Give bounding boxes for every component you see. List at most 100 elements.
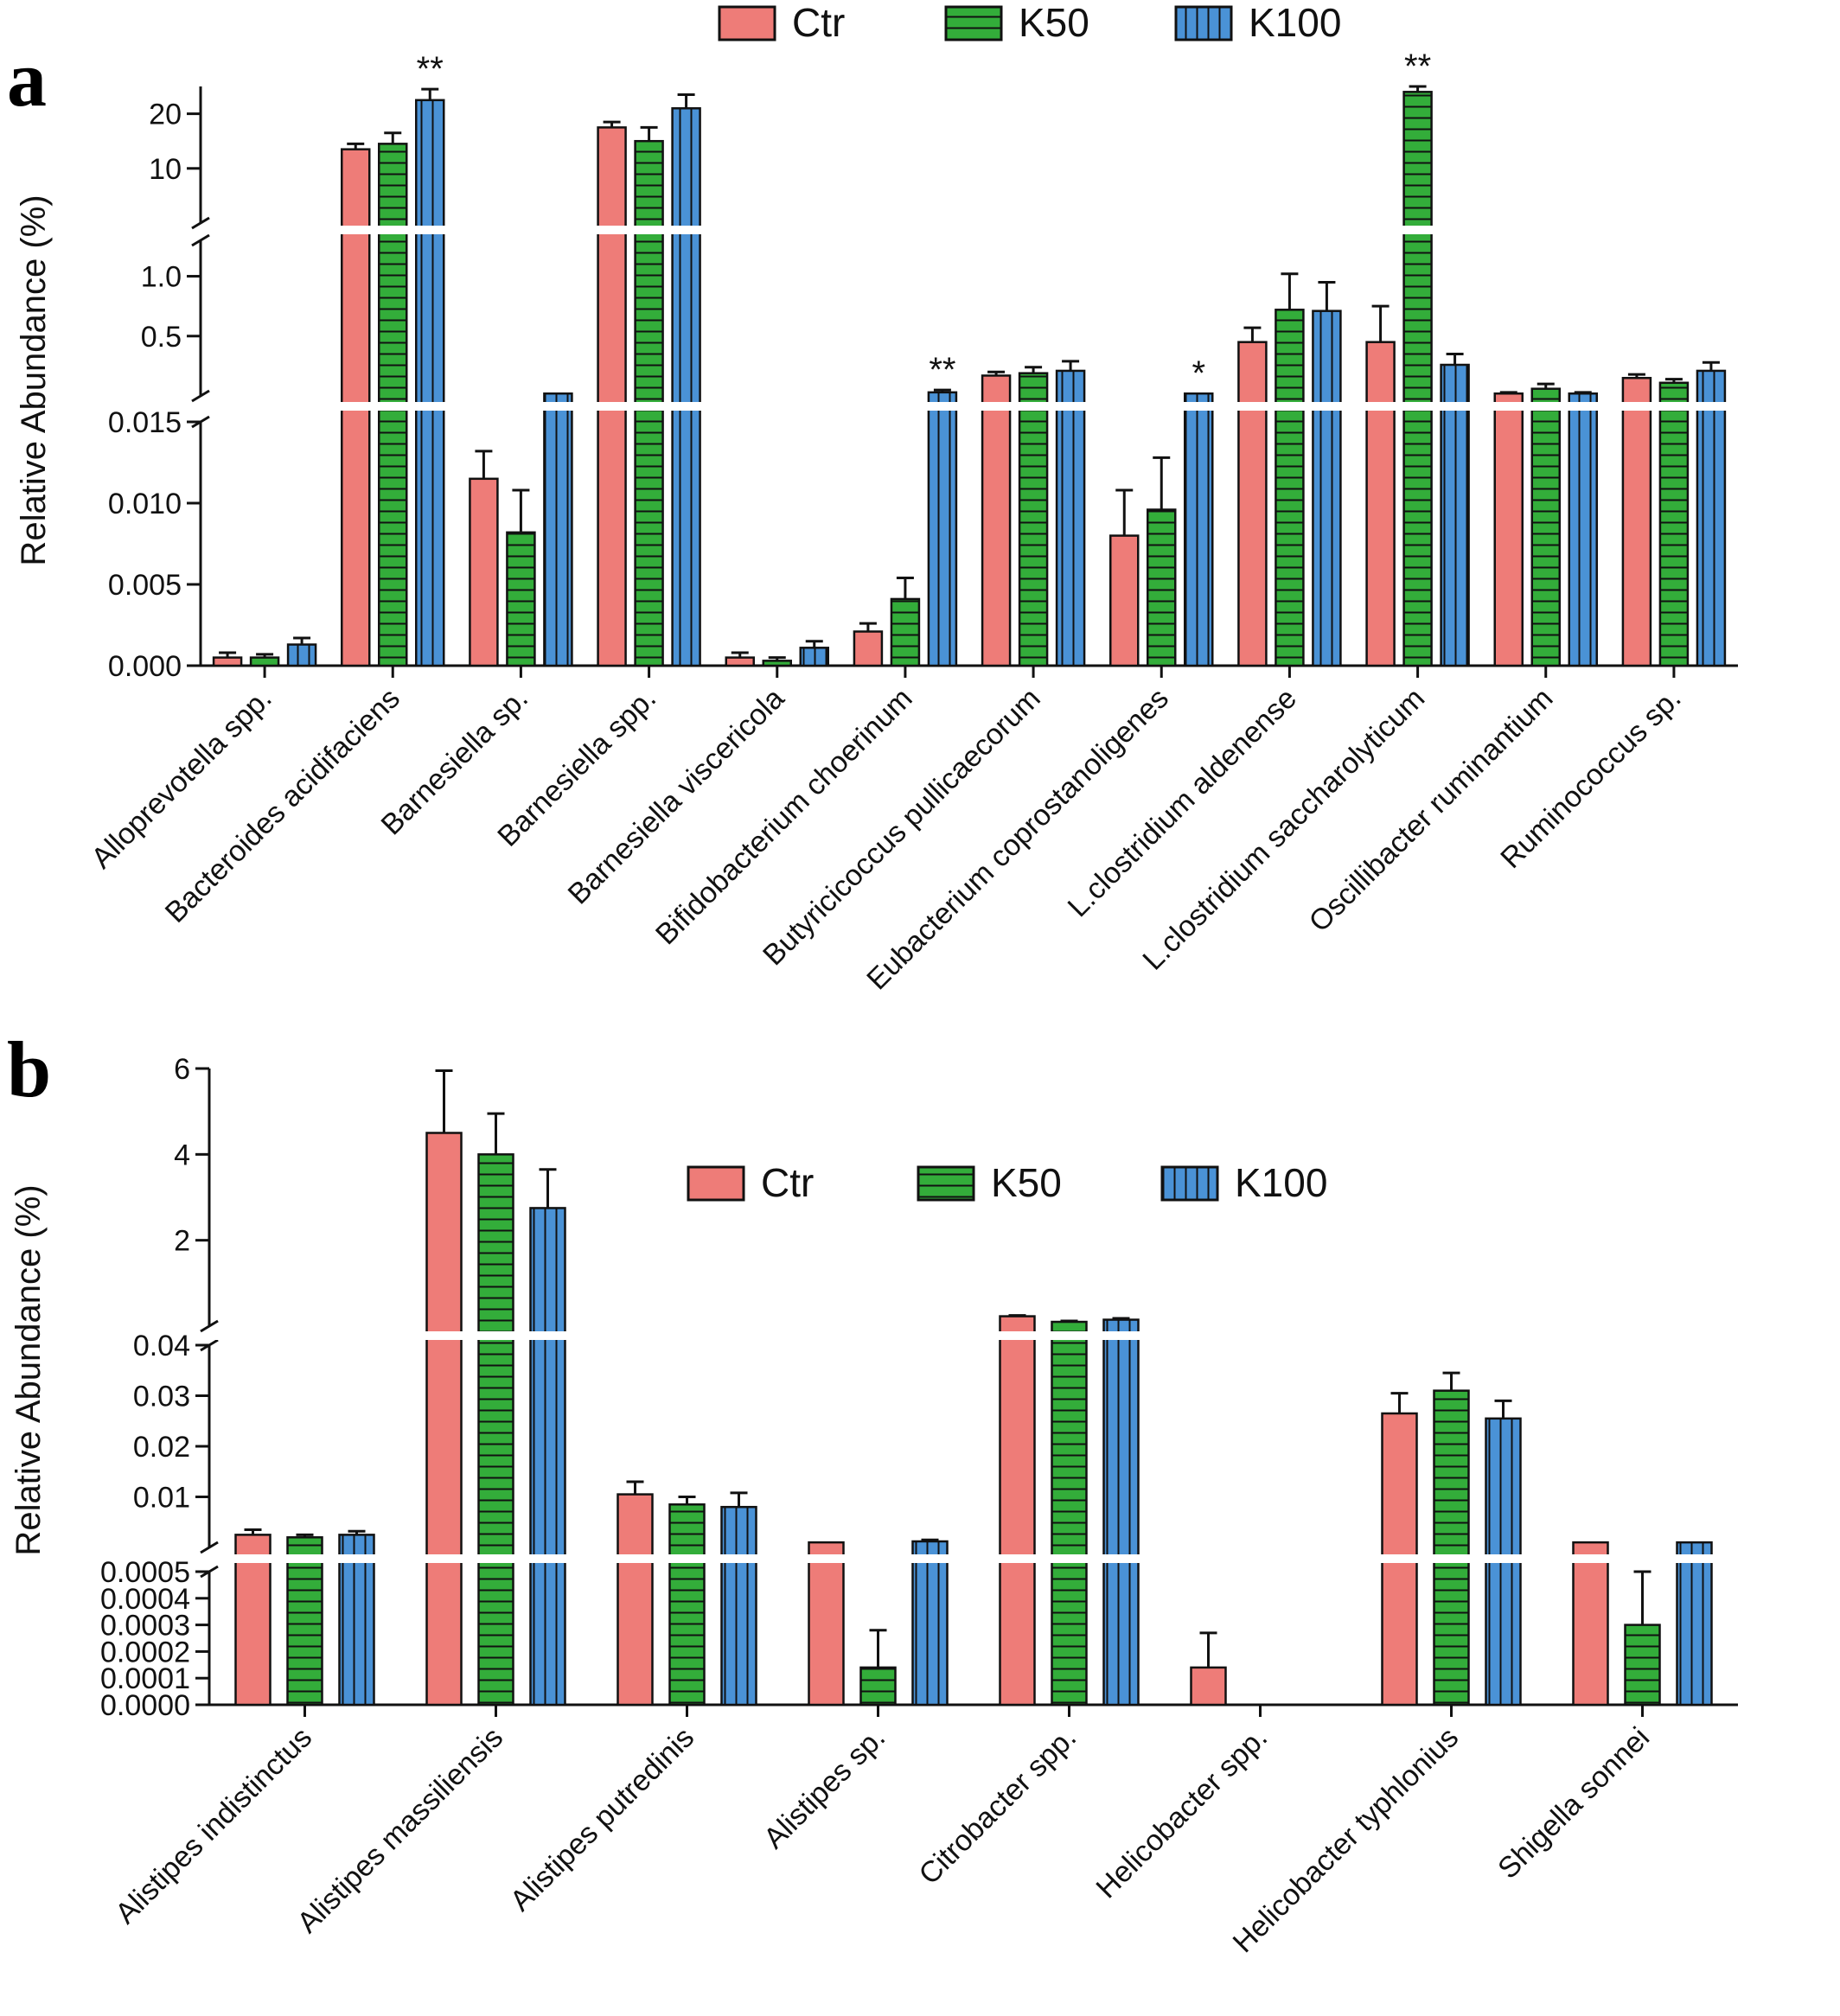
axis-break-mark: [191, 389, 210, 403]
bar-k50-barnesiella-sp: [506, 531, 536, 667]
axis-break-gap: [204, 402, 1738, 411]
legend-label-k100: K100: [1249, 0, 1341, 45]
bar-ctr-l-clostridium-saccharolyticum: [1365, 341, 1396, 667]
bar-k100-l-clostridium-aldenense: [1312, 309, 1342, 667]
bar-k50-alistipes-sp: [859, 1666, 897, 1707]
panel-a-y-axis-label: Relative Abundance (%): [15, 195, 53, 565]
axis-break-gap: [204, 226, 1738, 234]
panel-b-legend: Ctr K50 K100: [687, 1160, 1327, 1205]
bar-ctr-alistipes-putredinis: [617, 1493, 654, 1707]
bar-k50-bifidobacterium-choerinum: [890, 597, 921, 667]
y-tick-label: 0.03: [133, 1381, 190, 1413]
legend-label-k50: K50: [991, 1160, 1062, 1205]
y-tick-label: 0.04: [133, 1330, 190, 1362]
legend-swatch-ctr: [718, 5, 776, 41]
axis-break-mark: [200, 1541, 219, 1554]
y-tick-label: 0.005: [108, 569, 182, 602]
bar-k50-eubacterium-coprostanoligenes: [1147, 508, 1177, 667]
x-tick-label-shigella-sonnei: Shigella sonnei: [1492, 1721, 1656, 1885]
bar-k100-alloprevotella-spp: [286, 643, 317, 667]
bar-k50-ruminococcus-sp: [1658, 381, 1690, 667]
y-tick-label: 0.015: [108, 406, 182, 439]
y-tick-label: 0.5: [141, 321, 182, 354]
bar-ctr-barnesiella-spp: [597, 126, 627, 667]
bar-ctr-barnesiella-sp: [469, 477, 499, 667]
y-tick-label: 20: [149, 99, 182, 131]
legend-label-k50: K50: [1019, 0, 1089, 45]
bar-k100-bacteroides-acidifaciens: [415, 99, 445, 667]
bar-k100-alistipes-putredinis: [720, 1505, 757, 1707]
bar-k100-barnesiella-spp: [671, 107, 701, 667]
bar-ctr-eubacterium-coprostanoligenes: [1109, 534, 1140, 667]
legend-swatch-k50: [944, 5, 1003, 41]
bar-k100-butyricicoccus-pullicaecorum: [1055, 369, 1086, 667]
x-tick-label-barnesiella-viscericola: Barnesiella viscericola: [562, 682, 791, 911]
bar-k100-oscillibacter-ruminantium: [1568, 392, 1598, 667]
bar-ctr-helicobacter-spp: [1190, 1666, 1227, 1707]
axis-break-mark: [200, 1319, 219, 1333]
y-tick-label: 0.0001: [100, 1662, 190, 1695]
bar-k100-barnesiella-viscericola: [799, 647, 829, 667]
panel-a-chart: a Ctr K50 K100 Relative Abundance (%) 0.00…: [7, 0, 1738, 996]
panel-b-y-axis-label: Relative Abundance (%): [10, 1184, 48, 1555]
y-tick-label: 0.01: [133, 1482, 190, 1515]
bar-k50-citrobacter-spp: [1051, 1320, 1088, 1707]
y-tick-label: 0.010: [108, 488, 182, 520]
panel-b-chart: b Ctr K50 K100 Relative Abundance (%) 0.00…: [7, 1025, 1738, 1959]
bar-ctr-citrobacter-spp: [999, 1315, 1036, 1707]
bar-ctr-bifidobacterium-choerinum: [853, 630, 884, 667]
panel-a-label: a: [7, 35, 47, 123]
legend-swatch-ctr: [687, 1165, 745, 1202]
bar-k50-alistipes-massiliensis: [477, 1153, 514, 1707]
panel-a-legend: Ctr K50 K100: [718, 0, 1341, 45]
legend-swatch-k100: [1160, 1165, 1219, 1202]
significance-mark-bacteroides-acidifaciens: **: [417, 50, 444, 88]
x-tick-label-alistipes-putredinis: Alistipes putredinis: [504, 1721, 700, 1917]
y-tick-label: 2: [174, 1225, 190, 1258]
x-tick-label-l-clostridium-aldenense: L.clostridium aldenense: [1062, 682, 1303, 923]
y-tick-label: 0.02: [133, 1431, 190, 1464]
significance-mark-eubacterium-coprostanoligenes: *: [1192, 354, 1205, 392]
x-tick-label-helicobacter-spp: Helicobacter spp.: [1090, 1721, 1275, 1905]
significance-mark-l-clostridium-saccharolyticum: **: [1404, 48, 1431, 86]
y-tick-label: 0.0002: [100, 1636, 190, 1668]
bar-k100-ruminococcus-sp: [1696, 369, 1727, 667]
axis-break-gap: [213, 1331, 1738, 1340]
bar-ctr-alistipes-indistinctus: [234, 1534, 272, 1707]
x-tick-label-alistipes-massiliensis: Alistipes massiliensis: [291, 1721, 509, 1940]
axis-break-mark: [191, 233, 210, 247]
x-tick-label-oscillibacter-ruminantium: Oscillibacter ruminantium: [1303, 682, 1560, 939]
y-tick-label: 6: [174, 1053, 190, 1086]
bar-ctr-l-clostridium-aldenense: [1237, 341, 1268, 667]
bar-ctr-butyricicoccus-pullicaecorum: [981, 374, 1012, 667]
bar-ctr-alistipes-sp: [808, 1541, 845, 1707]
legend-label-k100: K100: [1235, 1160, 1327, 1205]
axis-break-gap: [213, 1554, 1738, 1563]
significance-mark-bifidobacterium-choerinum: **: [929, 351, 955, 389]
panel-b-label: b: [7, 1025, 51, 1113]
y-tick-label: 0.0005: [100, 1556, 190, 1589]
x-tick-label-helicobacter-typhlonius: Helicobacter typhlonius: [1227, 1721, 1465, 1959]
bar-k100-barnesiella-sp: [543, 392, 573, 667]
y-tick-label: 0.000: [108, 650, 182, 683]
bar-k50-l-clostridium-saccharolyticum: [1402, 91, 1433, 667]
bar-k50-alistipes-putredinis: [668, 1503, 706, 1707]
y-tick-label: 4: [174, 1139, 190, 1171]
x-tick-label-alistipes-indistinctus: Alistipes indistinctus: [109, 1721, 318, 1930]
y-tick-label: 1.0: [141, 261, 182, 294]
bar-k50-barnesiella-viscericola: [762, 660, 792, 667]
bar-ctr-barnesiella-viscericola: [725, 656, 755, 667]
bar-k50-shigella-sonnei: [1624, 1624, 1661, 1707]
bar-k50-l-clostridium-aldenense: [1275, 309, 1305, 667]
axis-break-mark: [191, 216, 210, 230]
bar-k50-helicobacter-typhlonius: [1433, 1389, 1470, 1707]
bar-ctr-ruminococcus-sp: [1621, 376, 1652, 667]
bar-k100-alistipes-sp: [911, 1540, 949, 1707]
legend-swatch-k100: [1174, 5, 1233, 41]
bar-k100-shigella-sonnei: [1676, 1541, 1713, 1707]
x-tick-label-l-clostridium-saccharolyticum: L.clostridium saccharolyticum: [1136, 682, 1431, 977]
legend-label-ctr: Ctr: [792, 0, 845, 45]
bar-k100-citrobacter-spp: [1102, 1318, 1140, 1707]
bar-k50-alloprevotella-spp: [249, 656, 280, 667]
x-tick-label-butyricicoccus-pullicaecorum: Butyricicoccus pullicaecorum: [757, 682, 1047, 973]
